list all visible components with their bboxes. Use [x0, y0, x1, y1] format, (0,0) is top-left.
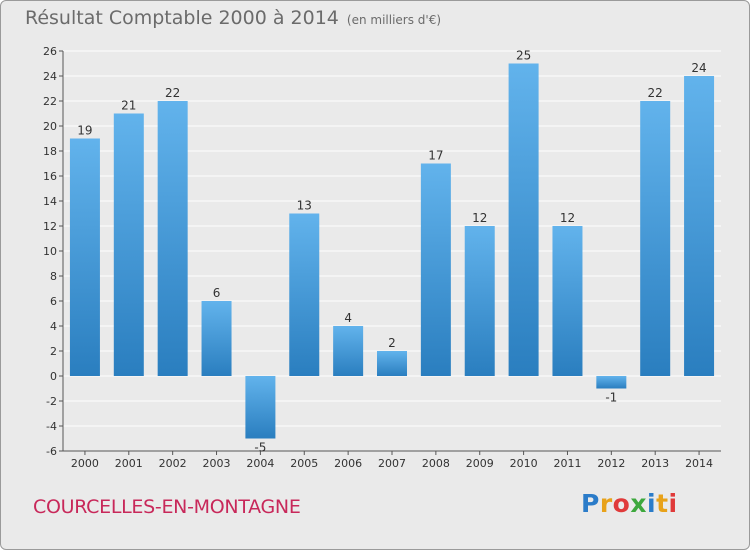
bar — [245, 376, 276, 439]
x-tick-label: 2012 — [597, 457, 625, 470]
x-tick-label: 2010 — [510, 457, 538, 470]
bar — [69, 138, 100, 376]
data-label: 2 — [388, 336, 396, 350]
data-label: -5 — [254, 441, 266, 455]
x-tick-label: 2014 — [685, 457, 713, 470]
y-tick-label: 6 — [50, 295, 57, 308]
x-tick-label: 2006 — [334, 457, 362, 470]
data-label: 13 — [297, 199, 312, 213]
data-label: 17 — [428, 149, 443, 163]
bar — [464, 226, 495, 376]
logo-letter: i — [668, 489, 678, 518]
x-tick-label: 2004 — [246, 457, 274, 470]
x-tick-label: 2001 — [115, 457, 143, 470]
y-tick-label: 22 — [43, 95, 57, 108]
data-label: 21 — [121, 99, 136, 113]
data-label: 4 — [344, 311, 352, 325]
y-tick-label: -2 — [46, 395, 57, 408]
bar — [508, 63, 539, 376]
y-tick-label: -6 — [46, 445, 57, 458]
bar — [289, 213, 320, 376]
data-label: 25 — [516, 49, 531, 63]
data-label: 19 — [77, 124, 92, 138]
data-label: -1 — [605, 391, 617, 405]
proxiti-logo: Proxiti — [581, 489, 678, 518]
x-tick-label: 2002 — [159, 457, 187, 470]
y-tick-label: 10 — [43, 245, 57, 258]
y-tick-label: 12 — [43, 220, 57, 233]
y-tick-label: 0 — [50, 370, 57, 383]
logo-letter: i — [647, 489, 657, 518]
bar — [596, 376, 627, 389]
x-tick-label: 2005 — [290, 457, 318, 470]
data-label: 12 — [472, 211, 487, 225]
y-tick-label: 16 — [43, 170, 57, 183]
bar — [201, 301, 232, 376]
y-tick-label: 2 — [50, 345, 57, 358]
title-text: Résultat Comptable 2000 à 2014 — [25, 7, 339, 29]
x-tick-label: 2009 — [466, 457, 494, 470]
chart-title: Résultat Comptable 2000 à 2014 (en millie… — [25, 7, 441, 29]
data-label: 6 — [213, 286, 221, 300]
chart-subtitle: (en milliers d'€) — [346, 13, 442, 27]
y-tick-label: 24 — [43, 70, 57, 83]
x-tick-label: 2013 — [641, 457, 669, 470]
y-tick-label: -4 — [46, 420, 57, 433]
x-tick-label: 2007 — [378, 457, 406, 470]
x-tick-label: 2000 — [71, 457, 99, 470]
y-tick-label: 18 — [43, 145, 57, 158]
y-tick-label: 4 — [50, 320, 57, 333]
logo-letter: P — [581, 489, 600, 518]
bar — [420, 163, 451, 376]
data-label: 22 — [165, 86, 180, 100]
bar — [377, 351, 407, 376]
y-tick-label: 8 — [50, 270, 57, 283]
data-label: 24 — [691, 61, 706, 75]
bar — [640, 101, 671, 376]
bar — [684, 76, 715, 376]
commune-name: COURCELLES-EN-MONTAGNE — [33, 496, 301, 518]
bar — [333, 326, 364, 376]
logo-letter: r — [599, 489, 613, 518]
y-tick-label: 20 — [43, 120, 57, 133]
data-label: 22 — [648, 86, 663, 100]
bar — [157, 101, 188, 376]
data-label: 12 — [560, 211, 575, 225]
bar — [552, 226, 583, 376]
y-tick-label: 26 — [43, 45, 57, 58]
logo-letter: o — [612, 489, 631, 518]
bar — [113, 113, 144, 376]
logo-letter: t — [656, 489, 669, 518]
x-tick-label: 2008 — [422, 457, 450, 470]
x-tick-label: 2003 — [203, 457, 231, 470]
logo-letter: x — [630, 489, 647, 518]
x-tick-label: 2011 — [553, 457, 581, 470]
y-tick-label: 14 — [43, 195, 57, 208]
